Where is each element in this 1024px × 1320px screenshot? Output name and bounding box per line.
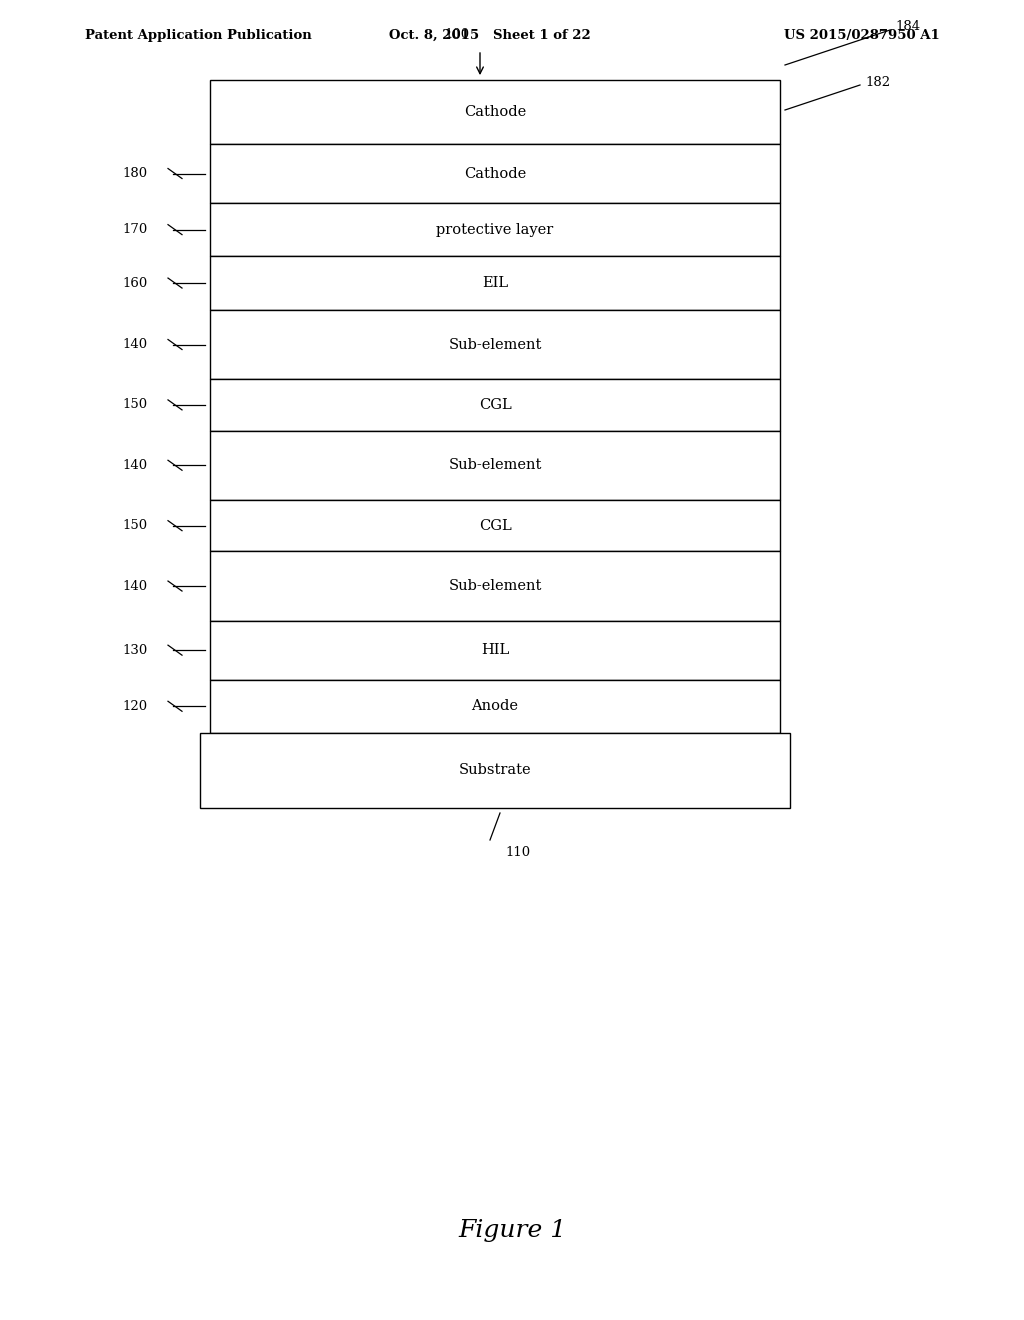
Text: Anode: Anode <box>471 700 518 713</box>
FancyBboxPatch shape <box>210 680 780 733</box>
Text: 150: 150 <box>123 399 148 412</box>
Text: HIL: HIL <box>481 643 509 657</box>
Text: CGL: CGL <box>478 397 511 412</box>
Text: 184: 184 <box>895 21 921 33</box>
Text: Sub-element: Sub-element <box>449 338 542 351</box>
Text: 140: 140 <box>123 459 148 471</box>
FancyBboxPatch shape <box>200 733 790 808</box>
Text: 150: 150 <box>123 519 148 532</box>
Text: Oct. 8, 2015   Sheet 1 of 22: Oct. 8, 2015 Sheet 1 of 22 <box>389 29 591 41</box>
FancyBboxPatch shape <box>210 144 780 203</box>
FancyBboxPatch shape <box>210 203 780 256</box>
FancyBboxPatch shape <box>210 81 780 144</box>
Text: Sub-element: Sub-element <box>449 579 542 593</box>
Text: 160: 160 <box>123 277 148 289</box>
FancyBboxPatch shape <box>210 430 780 500</box>
Text: 170: 170 <box>123 223 148 236</box>
Text: 110: 110 <box>505 846 530 859</box>
Text: 182: 182 <box>865 75 890 88</box>
Text: protective layer: protective layer <box>436 223 554 236</box>
Text: Sub-element: Sub-element <box>449 458 542 473</box>
Text: Figure 1: Figure 1 <box>458 1218 566 1242</box>
FancyBboxPatch shape <box>210 379 780 430</box>
Text: 180: 180 <box>123 168 148 180</box>
Text: 130: 130 <box>123 644 148 656</box>
Text: US 2015/0287950 A1: US 2015/0287950 A1 <box>784 29 940 41</box>
FancyBboxPatch shape <box>210 620 780 680</box>
Text: Substrate: Substrate <box>459 763 531 777</box>
FancyBboxPatch shape <box>210 256 780 310</box>
Text: 120: 120 <box>123 700 148 713</box>
Text: 140: 140 <box>123 579 148 593</box>
Text: Cathode: Cathode <box>464 166 526 181</box>
Text: 100: 100 <box>444 29 470 41</box>
FancyBboxPatch shape <box>210 500 780 552</box>
FancyBboxPatch shape <box>210 310 780 379</box>
FancyBboxPatch shape <box>210 552 780 620</box>
Text: 140: 140 <box>123 338 148 351</box>
Text: Cathode: Cathode <box>464 106 526 119</box>
Text: EIL: EIL <box>482 276 508 290</box>
Text: Patent Application Publication: Patent Application Publication <box>85 29 311 41</box>
Text: CGL: CGL <box>478 519 511 533</box>
